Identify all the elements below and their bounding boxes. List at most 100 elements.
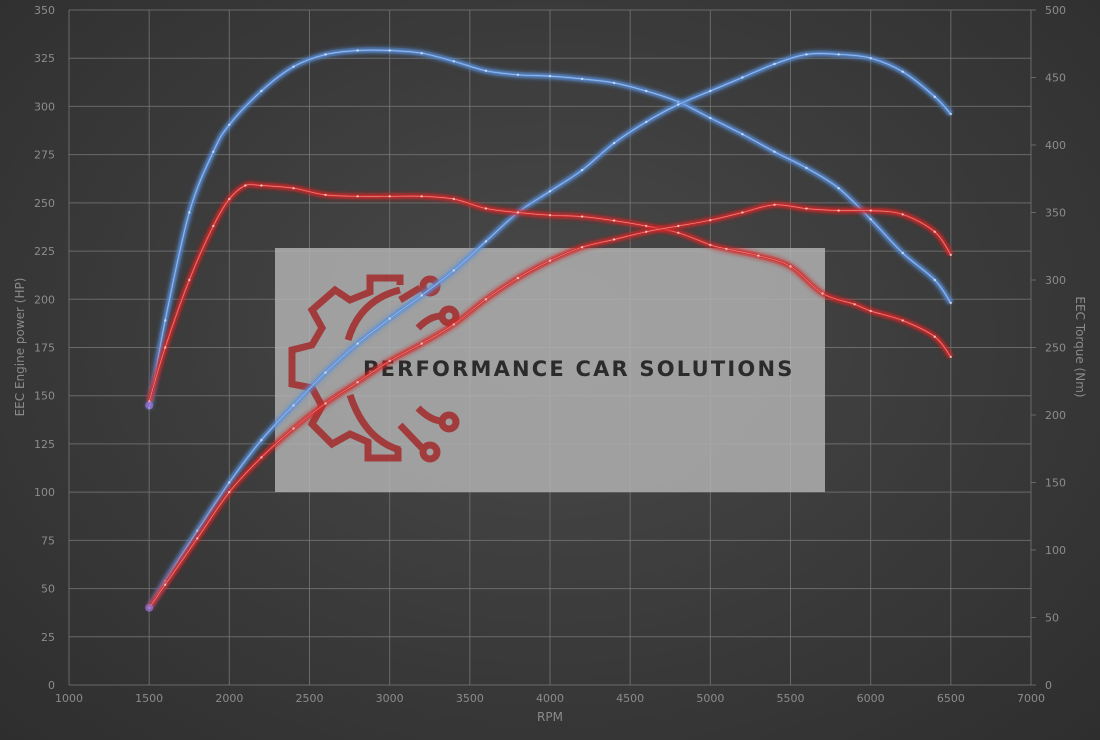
data-point: [773, 150, 776, 153]
data-point: [773, 203, 776, 206]
data-point: [516, 73, 520, 77]
data-point: [260, 89, 263, 93]
y-right-tick-label: 250: [1045, 342, 1066, 355]
data-point: [933, 335, 936, 338]
data-point: [212, 224, 215, 228]
data-point: [260, 184, 263, 187]
data-point: [292, 187, 295, 190]
y-right-tick-label: 350: [1045, 207, 1066, 220]
data-point: [725, 247, 728, 251]
data-point: [645, 230, 648, 233]
data-point: [196, 529, 199, 532]
data-point: [612, 238, 616, 241]
data-point: [356, 381, 359, 384]
y-left-tick-label: 200: [34, 293, 55, 306]
data-point: [805, 207, 808, 210]
start-point-marker: [145, 603, 154, 612]
y-left-tick-label: 75: [41, 534, 55, 547]
start-point-marker: [145, 401, 154, 410]
data-point: [580, 77, 584, 81]
y-right-tick-label: 200: [1045, 409, 1066, 422]
data-point: [677, 231, 680, 234]
y-left-tick-label: 175: [34, 342, 55, 355]
y-left-tick-label: 125: [34, 438, 55, 451]
y-right-tick-label: 50: [1045, 612, 1059, 625]
y-left-tick-label: 250: [34, 197, 55, 210]
data-point: [821, 292, 824, 295]
data-point: [933, 95, 936, 99]
logo-text: PERFORMANCE CAR SOLUTIONS: [363, 357, 795, 381]
data-point: [580, 215, 584, 218]
series-1: [146, 50, 954, 610]
data-point: [452, 269, 455, 272]
y-right-tick-label: 450: [1045, 72, 1066, 85]
data-point: [757, 254, 760, 257]
tick-labels: 1000 1500 2000 2500 3000 3500 4000 4500 5000 5500…: [34, 4, 1066, 705]
data-point: [773, 62, 776, 66]
data-point: [580, 168, 584, 172]
data-point: [356, 195, 359, 198]
y-right-tick-label: 0: [1045, 679, 1052, 692]
y-right-axis-title: EEC Torque (Nm): [1073, 296, 1087, 397]
data-point: [452, 323, 455, 326]
y-left-axis-title: EEC Engine power (HP): [13, 278, 27, 417]
data-point: [228, 197, 231, 201]
data-point: [388, 359, 391, 363]
y-right-tick-label: 300: [1045, 274, 1066, 287]
data-point: [933, 230, 936, 233]
data-point: [484, 69, 488, 73]
data-point: [805, 166, 808, 170]
data-point: [709, 116, 712, 120]
data-point: [949, 301, 952, 305]
x-tick-label: 5500: [777, 692, 805, 705]
grid: [68, 9, 1036, 686]
data-point: [324, 193, 327, 197]
data-point: [677, 103, 680, 106]
data-point: [324, 53, 327, 56]
data-point: [901, 213, 904, 216]
x-tick-label: 3000: [376, 692, 404, 705]
data-point: [645, 120, 648, 124]
x-axis-title: RPM: [537, 710, 563, 724]
series-3: [146, 201, 954, 610]
data-point: [741, 211, 744, 214]
series: [145, 47, 954, 612]
data-point: [484, 207, 488, 210]
data-point: [228, 490, 231, 494]
data-point: [324, 371, 327, 374]
data-point: [164, 346, 167, 349]
data-point: [292, 427, 295, 430]
y-left-tick-label: 225: [34, 245, 55, 258]
data-point: [901, 70, 904, 73]
data-point: [837, 187, 840, 190]
x-tick-label: 7000: [1017, 692, 1045, 705]
data-point: [188, 211, 191, 214]
data-point: [516, 276, 520, 280]
series-2: [146, 181, 954, 403]
data-point: [452, 197, 455, 201]
data-point: [741, 133, 744, 136]
x-tick-label: 6500: [937, 692, 965, 705]
y-left-tick-label: 25: [41, 631, 55, 644]
x-tick-label: 3500: [456, 692, 484, 705]
data-point: [853, 303, 856, 306]
data-point: [949, 112, 952, 116]
data-point: [869, 218, 872, 221]
data-point: [741, 76, 744, 79]
data-point: [292, 404, 295, 407]
data-point: [645, 89, 648, 93]
data-point: [933, 278, 936, 282]
data-point: [164, 319, 167, 322]
x-tick-label: 5000: [696, 692, 724, 705]
data-point: [709, 219, 712, 222]
y-left-tick-label: 100: [34, 486, 55, 499]
y-left-tick-label: 0: [48, 679, 55, 692]
data-point: [356, 342, 359, 345]
data-point: [805, 53, 808, 56]
data-point: [388, 49, 391, 52]
data-point: [420, 52, 423, 55]
data-point: [212, 150, 215, 153]
data-point: [612, 219, 616, 222]
data-point: [548, 214, 552, 217]
